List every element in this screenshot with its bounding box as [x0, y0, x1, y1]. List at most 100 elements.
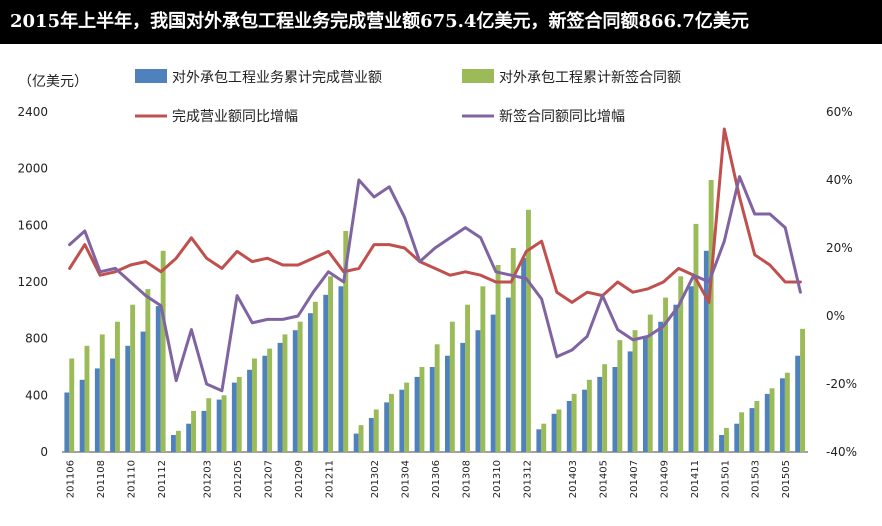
- bar-completed-revenue: [338, 286, 344, 453]
- bar-completed-revenue: [323, 294, 329, 453]
- bar-completed-revenue: [475, 330, 481, 452]
- bar-new-contracts: [571, 393, 577, 452]
- bar-new-contracts: [556, 409, 562, 452]
- bar-completed-revenue: [764, 393, 770, 452]
- x-axis-tick-label: 201211: [324, 460, 335, 498]
- bar-new-contracts: [678, 276, 684, 452]
- bar-completed-revenue: [582, 389, 587, 452]
- x-axis-tick-label: 201308: [461, 460, 472, 498]
- bar-new-contracts: [526, 209, 531, 453]
- bar-completed-revenue: [460, 342, 466, 452]
- x-axis-tick-label: 201505: [781, 460, 792, 498]
- bar-completed-revenue: [186, 423, 192, 452]
- bar-completed-revenue: [292, 330, 298, 452]
- bar-completed-revenue: [140, 331, 146, 452]
- bar-completed-revenue: [110, 358, 115, 452]
- bar-completed-revenue: [155, 306, 161, 452]
- bar-completed-revenue: [231, 382, 237, 452]
- bar-completed-revenue: [429, 367, 435, 452]
- x-axis-tick-label: 201108: [96, 460, 107, 498]
- bar-new-contracts: [739, 412, 745, 452]
- bar-new-contracts: [145, 289, 151, 452]
- legend-swatch-new-contracts: [462, 69, 494, 83]
- bar-new-contracts: [541, 423, 547, 452]
- bar-completed-revenue: [597, 376, 603, 452]
- bar-completed-revenue: [414, 376, 420, 452]
- chart-title: 2015年上半年，我国对外承包工程业务完成营业额675.4亿美元，新签合同额86…: [0, 0, 882, 44]
- x-axis-tick-label: 201106: [66, 460, 77, 498]
- bar-new-contracts: [769, 388, 775, 453]
- bar-completed-revenue: [262, 355, 268, 452]
- legend-swatch-completed-revenue: [135, 69, 167, 83]
- bar-completed-revenue: [64, 392, 70, 452]
- left-axis-tick-label: 1600: [17, 218, 48, 232]
- bar-new-contracts: [236, 376, 242, 452]
- bar-new-contracts: [632, 330, 638, 452]
- left-axis-tick-label: 2400: [17, 105, 48, 119]
- legend: （亿美元） 对外承包工程业务累计完成营业额 对外承包工程累计新签合同额 完成营业…: [18, 69, 681, 125]
- bar-new-contracts: [784, 372, 790, 452]
- bar-new-contracts: [617, 340, 623, 452]
- bar-new-contracts: [252, 358, 257, 452]
- x-axis-tick-label: 201203: [203, 460, 214, 498]
- axes: 0 400 800 1200 1600 2000 2400 -40% -20% 0% 20% 40% 6…: [17, 105, 857, 498]
- bar-new-contracts: [160, 250, 166, 452]
- x-axis-tick-label: 201312: [522, 460, 533, 498]
- bar-completed-revenue: [749, 408, 755, 452]
- bar-new-contracts: [449, 321, 455, 452]
- x-axis-tick-label: 201302: [370, 460, 381, 498]
- x-axis-tick-label: 201112: [157, 460, 168, 498]
- bar-completed-revenue: [536, 429, 542, 452]
- left-axis-unit: （亿美元）: [18, 74, 88, 90]
- bar-completed-revenue: [399, 389, 405, 452]
- bar-new-contracts: [99, 334, 105, 452]
- bar-new-contracts: [586, 379, 592, 453]
- legend-label-new-contracts: 对外承包工程累计新签合同额: [499, 69, 681, 86]
- bar-completed-revenue: [658, 321, 664, 452]
- bar-new-contracts: [130, 304, 136, 452]
- chart: （亿美元） 对外承包工程业务累计完成营业额 对外承包工程累计新签合同额 完成营业…: [17, 69, 857, 498]
- bar-completed-revenue: [505, 297, 511, 452]
- right-axis-tick-label: 20%: [826, 241, 853, 255]
- bar-new-contracts: [510, 248, 516, 452]
- left-axis-tick-label: 0: [40, 445, 48, 459]
- x-axis-tick-label: 201411: [690, 460, 701, 498]
- legend-label-completed-revenue: 对外承包工程业务累计完成营业额: [172, 70, 382, 86]
- right-axis-tick-label: 40%: [826, 173, 853, 187]
- bar-new-contracts: [115, 321, 120, 452]
- bar-completed-revenue: [308, 313, 313, 452]
- bar-new-contracts: [480, 286, 486, 453]
- bar-completed-revenue: [795, 355, 801, 452]
- bar-completed-revenue: [521, 257, 527, 452]
- bar-completed-revenue: [277, 342, 283, 452]
- bar-new-contracts: [708, 180, 714, 452]
- x-axis-tick-label: 201503: [751, 460, 762, 498]
- bar-new-contracts: [297, 321, 303, 452]
- bar-new-contracts: [465, 304, 470, 452]
- x-axis-tick-label: 201409: [659, 460, 670, 498]
- bar-new-contracts: [663, 297, 668, 452]
- bar-new-contracts: [754, 401, 760, 452]
- legend-label-contract-growth: 新签合同额同比增幅: [499, 108, 625, 125]
- bar-completed-revenue: [79, 379, 85, 453]
- bar-completed-revenue: [734, 423, 740, 452]
- bar-completed-revenue: [643, 337, 648, 453]
- bar-new-contracts: [69, 358, 75, 452]
- x-axis-tick-label: 201209: [294, 460, 305, 498]
- bar-new-contracts: [175, 430, 181, 453]
- x-axis-tick-label: 201205: [233, 460, 244, 498]
- x-axis-tick-label: 201407: [629, 460, 640, 498]
- bar-new-contracts: [206, 398, 212, 452]
- bar-new-contracts: [404, 382, 410, 452]
- bar-new-contracts: [358, 425, 364, 452]
- x-axis-tick-label: 201310: [492, 460, 503, 498]
- legend-label-revenue-growth: 完成营业额同比增幅: [172, 109, 298, 125]
- bar-new-contracts: [434, 344, 440, 452]
- bar-new-contracts: [282, 334, 288, 452]
- bars: [64, 180, 805, 453]
- right-axis-tick-label: 60%: [826, 105, 853, 119]
- bar-completed-revenue: [688, 286, 694, 453]
- x-axis-tick-label: 201501: [720, 460, 731, 498]
- bar-completed-revenue: [353, 433, 359, 452]
- left-axis-tick-label: 400: [25, 388, 48, 402]
